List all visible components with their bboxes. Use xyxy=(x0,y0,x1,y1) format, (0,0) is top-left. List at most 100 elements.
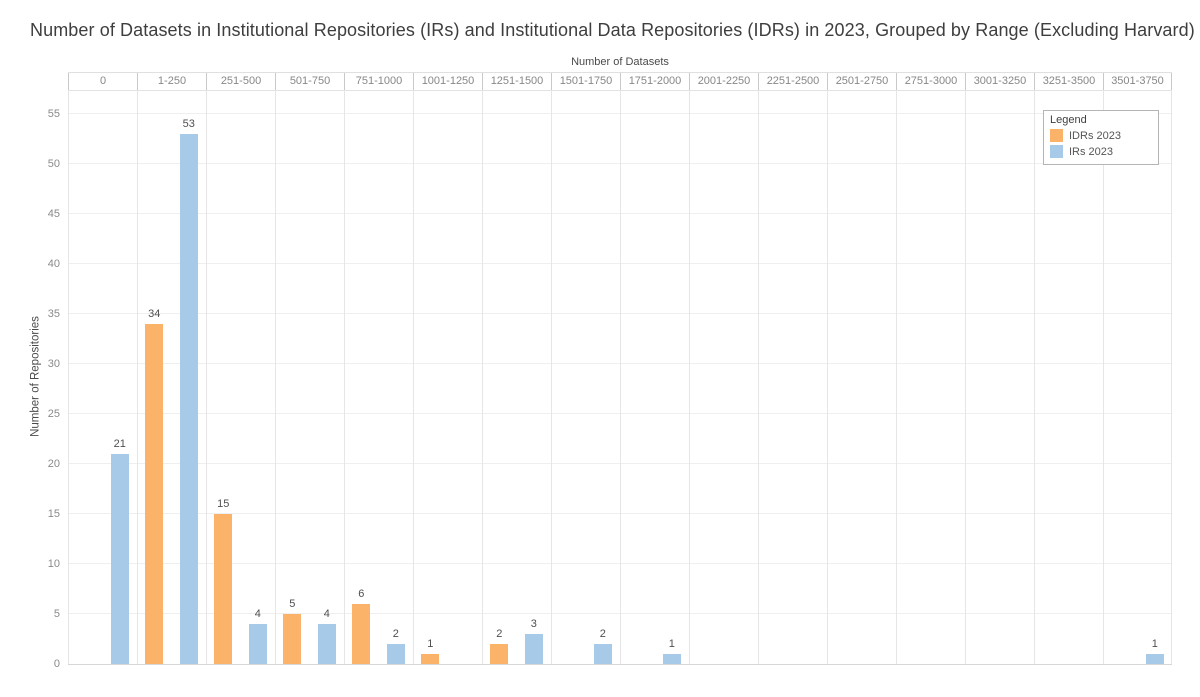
bar-irs-2023[interactable] xyxy=(524,634,543,664)
bar-irs-2023[interactable] xyxy=(386,644,405,664)
x-category-label: 3501-3750 xyxy=(1103,73,1172,90)
bar-irs-2023[interactable] xyxy=(248,624,267,664)
y-axis-title: Number of Repositories xyxy=(29,316,42,437)
legend-items: IDRs 2023 IRs 2023 xyxy=(1050,129,1151,158)
column-divider-line xyxy=(482,90,483,664)
y-tick-label: 10 xyxy=(47,558,60,570)
bar-value-label: 34 xyxy=(148,308,161,320)
x-category-label: 751-1000 xyxy=(344,73,413,90)
category-band xyxy=(1034,90,1103,664)
legend-title: Legend xyxy=(1050,114,1087,126)
x-category-label: 2001-2250 xyxy=(689,73,758,90)
bar-idrs-2023[interactable] xyxy=(352,604,371,664)
x-category-label: 1001-1250 xyxy=(413,73,482,90)
bar-irs-2023[interactable] xyxy=(110,454,129,664)
x-axis-header: 0 1-250 251-500 501-750 751-1000 1001-1250 125… xyxy=(68,72,1172,91)
x-category-label: 1501-1750 xyxy=(551,73,620,90)
category-band xyxy=(758,90,827,664)
chart-title: Number of Datasets in Institutional Repo… xyxy=(30,20,1195,40)
legend-swatch-icon xyxy=(1050,145,1063,158)
category-band: 34 53 xyxy=(137,90,206,664)
bar-value-label: 2 xyxy=(392,628,399,640)
column-divider-line xyxy=(689,90,690,664)
category-band: 21 xyxy=(68,90,137,664)
category-band: 15 4 xyxy=(206,90,275,664)
column-divider-line xyxy=(758,90,759,664)
bar-irs-2023[interactable] xyxy=(317,624,336,664)
y-tick-label: 35 xyxy=(47,308,60,320)
column-divider-line xyxy=(1034,90,1035,664)
y-tick-label: 50 xyxy=(47,158,60,170)
column-divider-line xyxy=(620,90,621,664)
bar-value-label: 4 xyxy=(323,608,330,620)
category-band: 2 xyxy=(551,90,620,664)
bar-value-label: 15 xyxy=(217,498,230,510)
x-axis-title: Number of Datasets xyxy=(571,56,669,68)
bar-value-label: 5 xyxy=(289,598,296,610)
x-category-label: 2751-3000 xyxy=(896,73,965,90)
plot-area: 21 34 53 15 4 5 4 6 2 1 2 3 2 1 1 xyxy=(68,90,1172,665)
column-divider-line xyxy=(344,90,345,664)
category-band xyxy=(896,90,965,664)
bar-value-label: 4 xyxy=(254,608,261,620)
bar-value-label: 1 xyxy=(1151,638,1158,650)
column-divider-line xyxy=(827,90,828,664)
bar-value-label: 1 xyxy=(427,638,434,650)
bar-idrs-2023[interactable] xyxy=(214,514,233,664)
y-tick-label: 30 xyxy=(47,358,60,370)
category-band xyxy=(965,90,1034,664)
x-category-label: 1251-1500 xyxy=(482,73,551,90)
legend-swatch-icon xyxy=(1050,129,1063,142)
x-category-label: 1751-2000 xyxy=(620,73,689,90)
x-category-label: 3001-3250 xyxy=(965,73,1034,90)
column-divider-line xyxy=(965,90,966,664)
bar-irs-2023[interactable] xyxy=(662,654,681,664)
column-divider-line xyxy=(68,90,69,664)
bar-irs-2023[interactable] xyxy=(593,644,612,664)
bar-value-label: 2 xyxy=(496,628,503,640)
legend-item-irs-2023[interactable]: IRs 2023 xyxy=(1050,145,1151,158)
bar-idrs-2023[interactable] xyxy=(145,324,164,664)
bar-irs-2023[interactable] xyxy=(179,134,198,664)
column-divider-line xyxy=(137,90,138,664)
bar-value-label: 53 xyxy=(182,118,195,130)
column-divider-line xyxy=(206,90,207,664)
legend: Legend IDRs 2023 IRs 2023 xyxy=(1043,110,1159,165)
legend-item-label: IRs 2023 xyxy=(1069,145,1114,158)
x-category-label: 2251-2500 xyxy=(758,73,827,90)
y-tick-label: 0 xyxy=(53,658,60,670)
y-tick-label: 55 xyxy=(47,108,60,120)
column-divider-line xyxy=(413,90,414,664)
bar-idrs-2023[interactable] xyxy=(283,614,302,664)
bar-idrs-2023[interactable] xyxy=(490,644,509,664)
category-band xyxy=(689,90,758,664)
y-tick-label: 5 xyxy=(53,608,60,620)
legend-item-idrs-2023[interactable]: IDRs 2023 xyxy=(1050,129,1151,142)
column-divider-line xyxy=(1103,90,1104,664)
y-tick-label: 40 xyxy=(47,258,60,270)
bar-value-label: 21 xyxy=(113,438,126,450)
bar-idrs-2023[interactable] xyxy=(421,654,440,664)
x-category-label: 251-500 xyxy=(206,73,275,90)
column-divider-line xyxy=(896,90,897,664)
x-category-label: 3251-3500 xyxy=(1034,73,1103,90)
bar-irs-2023[interactable] xyxy=(1145,654,1164,664)
category-band xyxy=(827,90,896,664)
column-divider-line xyxy=(551,90,552,664)
bar-value-label: 6 xyxy=(358,588,365,600)
x-category-label: 1-250 xyxy=(137,73,206,90)
column-divider-line xyxy=(275,90,276,664)
y-tick-label: 45 xyxy=(47,208,60,220)
legend-item-label: IDRs 2023 xyxy=(1069,129,1121,142)
bar-value-label: 1 xyxy=(668,638,675,650)
y-tick-label: 20 xyxy=(47,458,60,470)
x-category-label: 0 xyxy=(68,73,137,90)
y-tick-label: 25 xyxy=(47,408,60,420)
y-tick-label: 15 xyxy=(47,508,60,520)
bar-value-label: 3 xyxy=(530,618,537,630)
column-divider-line xyxy=(1171,90,1172,664)
category-band: 1 xyxy=(413,90,482,664)
